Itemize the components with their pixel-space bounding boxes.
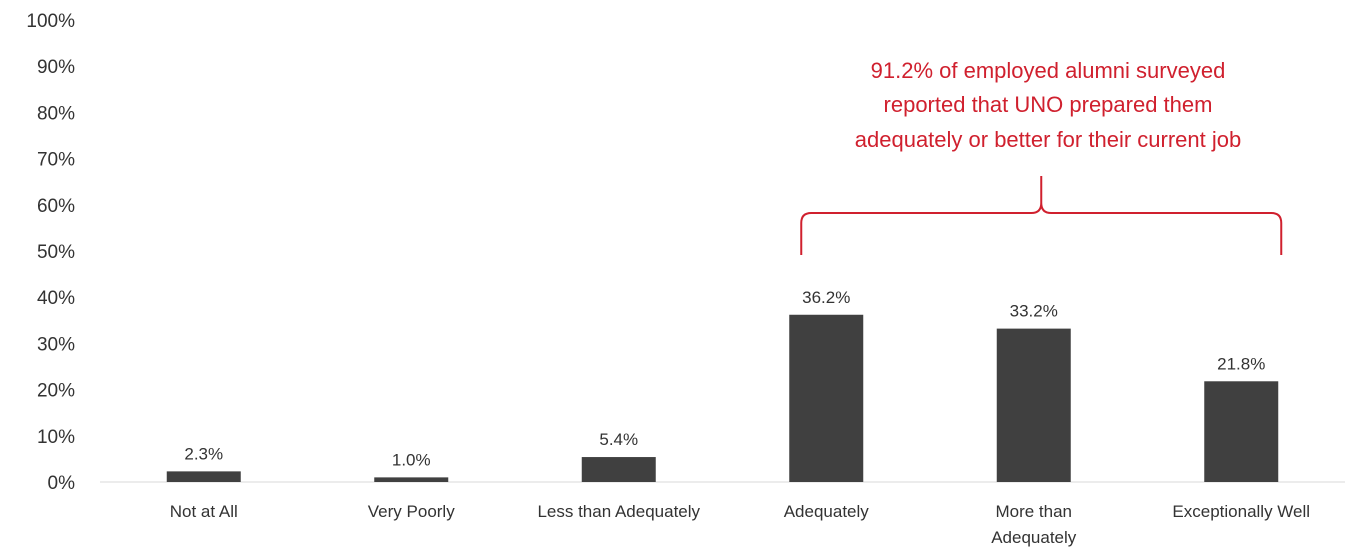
- bar: [581, 457, 656, 482]
- y-tick-label: 80%: [37, 103, 75, 124]
- data-label: 2.3%: [184, 444, 223, 463]
- x-tick-label: Adequately: [784, 502, 870, 521]
- x-tick-label: More than: [995, 502, 1072, 521]
- x-tick-label: Not at All: [170, 502, 238, 521]
- annotation: 91.2% of employed alumni surveyed report…: [800, 58, 1283, 255]
- annotation-text-line-1: 91.2% of employed alumni surveyed: [871, 58, 1226, 83]
- y-tick-label: 70%: [37, 150, 75, 171]
- bar: [374, 477, 449, 482]
- y-axis-ticks: 0% 10% 20% 30% 40% 50% 60% 70% 80% 90% 100%: [26, 11, 75, 494]
- y-tick-label: 30%: [37, 334, 75, 355]
- annotation-brace: [800, 176, 1283, 255]
- data-label: 21.8%: [1217, 354, 1265, 373]
- bar: [166, 471, 241, 482]
- y-tick-label: 40%: [37, 288, 75, 309]
- y-tick-label: 20%: [37, 381, 75, 402]
- annotation-text-line-3: adequately or better for their current j…: [855, 127, 1241, 152]
- data-label: 33.2%: [1010, 302, 1058, 321]
- bar: [789, 314, 864, 482]
- bar: [996, 328, 1071, 482]
- category-labels: Not at All Very Poorly Less than Adequatel…: [170, 502, 1310, 547]
- y-tick-label: 60%: [37, 196, 75, 217]
- bar: [1204, 381, 1279, 482]
- y-tick-label: 10%: [37, 427, 75, 448]
- data-label: 1.0%: [392, 450, 431, 469]
- x-tick-label: Exceptionally Well: [1172, 502, 1310, 521]
- y-tick-label: 50%: [37, 242, 75, 263]
- data-label: 5.4%: [599, 430, 638, 449]
- bars: [166, 314, 1279, 482]
- data-label: 36.2%: [802, 288, 850, 307]
- x-tick-label: Very Poorly: [368, 502, 455, 521]
- y-tick-label: 100%: [26, 11, 75, 32]
- x-tick-label: Adequately: [991, 528, 1077, 547]
- y-tick-label: 90%: [37, 57, 75, 78]
- annotation-text-line-2: reported that UNO prepared them: [884, 92, 1213, 117]
- y-tick-label: 0%: [48, 473, 76, 494]
- data-labels: 2.3% 1.0% 5.4% 36.2% 33.2% 21.8%: [184, 288, 1265, 470]
- x-tick-label: Less than Adequately: [537, 502, 700, 521]
